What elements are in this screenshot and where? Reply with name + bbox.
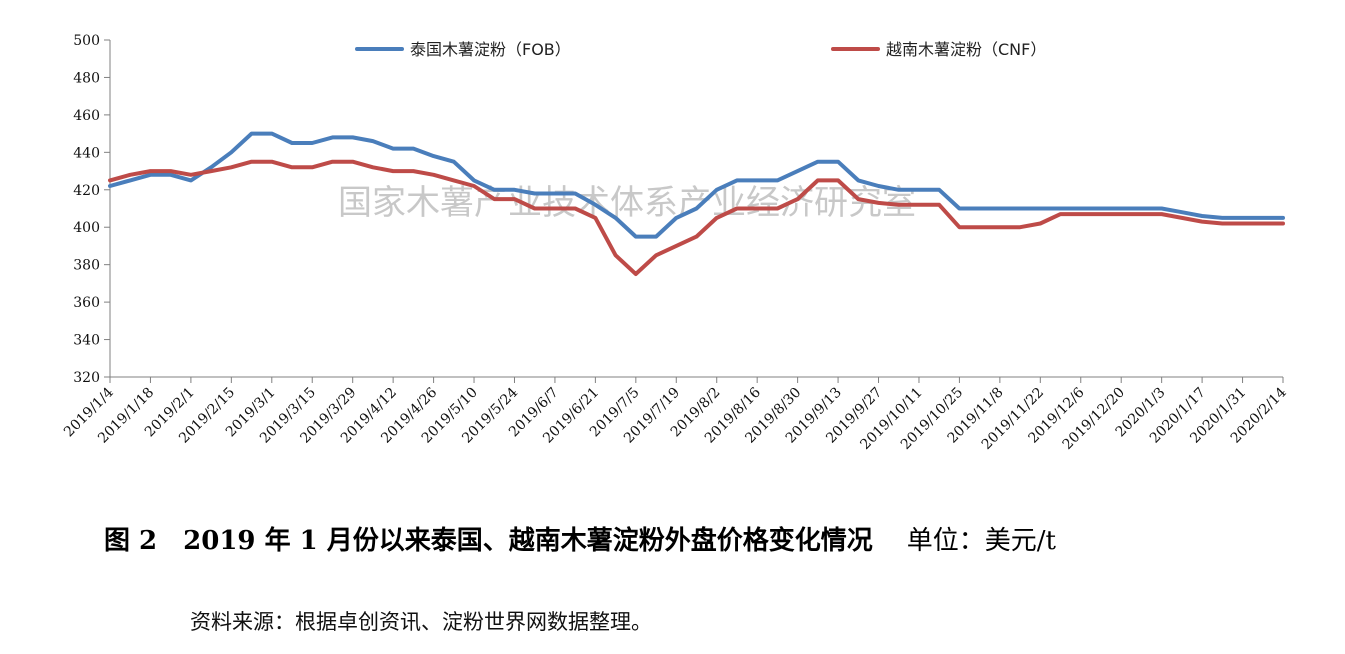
x-axis: 2019/1/42019/1/182019/2/12019/2/152019/3… [61,376,1290,453]
figure-unit: 单位：美元/t [906,526,1056,556]
series-line-fob [108,131,1285,239]
watermark-text: 国家木薯产业技术体系产业经济研究室 [338,183,916,223]
y-tick-label: 400 [73,220,100,236]
series-line-cnf [108,159,1285,276]
y-tick-label: 360 [73,295,100,311]
y-tick-label: 340 [73,333,100,349]
legend-label-cnf: 越南木薯淀粉（CNF） [886,40,1046,59]
figure-title: 2019 年 1 月份以来泰国、越南木薯淀粉外盘价格变化情况 [183,526,873,556]
y-tick-label: 500 [73,33,100,49]
y-tick-label: 440 [73,145,100,161]
series-layer [108,131,1285,276]
legend: 泰国木薯淀粉（FOB） 越南木薯淀粉（CNF） [355,40,1046,59]
y-tick-label: 420 [73,183,100,199]
figure-number: 图 2 [104,526,158,556]
figure-caption: 图 2 2019 年 1 月份以来泰国、越南木薯淀粉外盘价格变化情况 单位：美元/t [104,520,1056,557]
line-chart: 320 340 360 380 400 420 440 460 480 500 2019/1/42… [61,33,1290,453]
y-tick-label: 480 [73,70,100,86]
y-tick-label: 380 [73,258,100,274]
legend-label-fob: 泰国木薯淀粉（FOB） [410,40,571,59]
y-axis: 320 340 360 380 400 420 440 460 480 500 [73,33,111,386]
data-source-note: 资料来源：根据卓创资讯、淀粉世界网数据整理。 [190,610,652,634]
y-tick-label: 320 [73,370,100,386]
y-tick-label: 460 [73,108,100,124]
